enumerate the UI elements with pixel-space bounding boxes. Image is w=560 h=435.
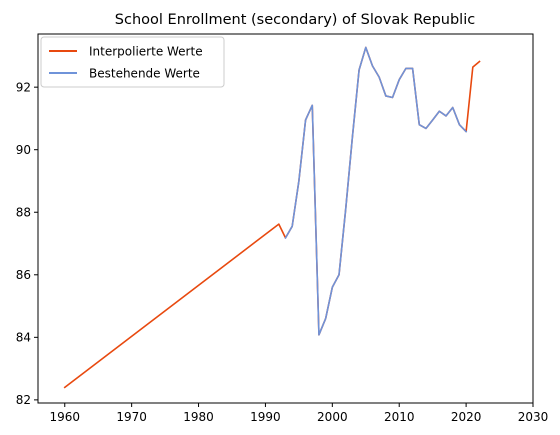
x-tick-label: 2030	[518, 410, 549, 424]
y-tick-label: 84	[16, 331, 31, 345]
legend: Interpolierte Werte Bestehende Werte	[40, 36, 225, 88]
x-tick-label: 1960	[49, 410, 80, 424]
x-tick-label: 2020	[451, 410, 482, 424]
legend-label-existing: Bestehende Werte	[89, 67, 200, 81]
chart-title: School Enrollment (secondary) of Slovak …	[115, 12, 475, 28]
plot-frame	[37, 33, 534, 404]
x-tick-label: 1990	[250, 410, 281, 424]
plot-area: 1960 1970 1980 1990 2000 2010 2020 2030 82 84 86 88…	[16, 33, 549, 424]
x-tick-label: 1970	[116, 410, 147, 424]
x-tick-label: 2010	[384, 410, 415, 424]
legend-box	[40, 36, 225, 88]
legend-label-interpolated: Interpolierte Werte	[89, 45, 203, 59]
y-tick-label: 82	[16, 393, 31, 407]
x-tick-label: 2000	[317, 410, 348, 424]
y-tick-label: 90	[16, 143, 31, 157]
y-tick-label: 92	[16, 80, 31, 94]
y-tick-label: 88	[16, 206, 31, 220]
y-tick-label: 86	[16, 268, 31, 282]
series-line-1	[284, 46, 468, 336]
x-tick-label: 1980	[183, 410, 214, 424]
series-line-0	[63, 46, 481, 389]
